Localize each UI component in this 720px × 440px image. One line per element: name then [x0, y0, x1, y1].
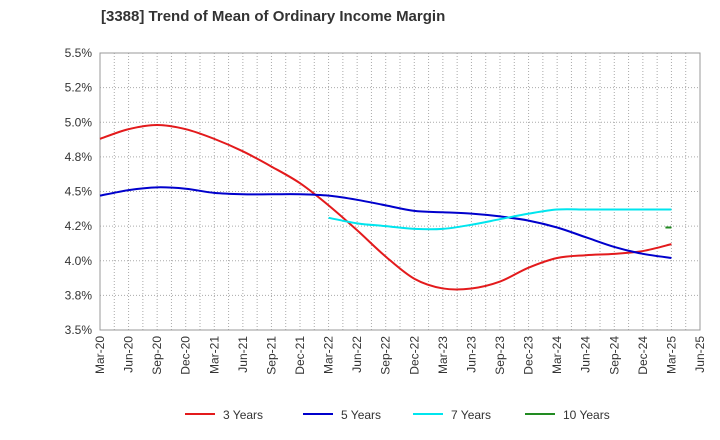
- x-tick-label: Jun-20: [122, 336, 136, 373]
- chart-title: [3388] Trend of Mean of Ordinary Income …: [101, 8, 446, 25]
- grid: [99, 52, 701, 331]
- legend: 3 Years 5 Years 7 Years 10 Years: [185, 408, 610, 422]
- x-tick-label: Jun-24: [579, 336, 593, 373]
- legend-label-5-years: 5 Years: [341, 408, 381, 422]
- x-tick-label: Mar-24: [550, 336, 564, 374]
- series-lines: [99, 124, 672, 291]
- x-tick-label: Mar-22: [322, 336, 336, 374]
- y-tick-label: 5.5%: [65, 46, 93, 60]
- x-tick-label: Dec-23: [522, 336, 536, 375]
- x-axis-ticks: Mar-20 Jun-20 Sep-20 Dec-20 Mar-21 Jun-21 Sep-…: [93, 336, 707, 375]
- x-tick-label: Sep-20: [150, 336, 164, 375]
- series-line-3-years: [99, 124, 672, 291]
- x-tick-label: Dec-20: [179, 336, 193, 375]
- y-tick-label: 4.0%: [65, 254, 93, 268]
- y-tick-label: 4.2%: [65, 219, 93, 233]
- x-tick-label: Mar-23: [436, 336, 450, 374]
- x-tick-label: Sep-21: [264, 336, 278, 375]
- y-tick-label: 5.2%: [65, 81, 93, 95]
- x-tick-label: Dec-21: [293, 336, 307, 375]
- plot-frame: [99, 52, 701, 331]
- x-tick-label: Sep-23: [493, 336, 507, 375]
- x-tick-label: Mar-25: [664, 336, 678, 374]
- series-line-7-years: [328, 208, 672, 231]
- y-tick-label: 3.8%: [65, 288, 93, 302]
- legend-label-7-years: 7 Years: [451, 408, 491, 422]
- y-tick-label: 4.5%: [65, 185, 93, 199]
- y-tick-label: 5.0%: [65, 115, 93, 129]
- x-tick-label: Jun-23: [464, 336, 478, 373]
- y-axis-ticks: 3.5% 3.8% 4.0% 4.2% 4.5% 4.8% 5.0% 5.2% 5.5%: [65, 46, 93, 337]
- x-tick-label: Sep-22: [379, 336, 393, 375]
- y-tick-label: 3.5%: [65, 323, 93, 337]
- x-tick-label: Sep-24: [607, 336, 621, 375]
- x-tick-label: Dec-22: [407, 336, 421, 375]
- x-tick-label: Mar-20: [93, 336, 107, 374]
- y-tick-label: 4.8%: [65, 150, 93, 164]
- legend-label-10-years: 10 Years: [563, 408, 610, 422]
- x-tick-label: Jun-21: [236, 336, 250, 373]
- legend-label-3-years: 3 Years: [223, 408, 263, 422]
- series-line-5-years: [99, 186, 672, 259]
- x-tick-label: Mar-21: [207, 336, 221, 374]
- x-tick-label: Jun-22: [350, 336, 364, 373]
- x-tick-label: Dec-24: [636, 336, 650, 375]
- x-tick-label: Jun-25: [693, 336, 707, 373]
